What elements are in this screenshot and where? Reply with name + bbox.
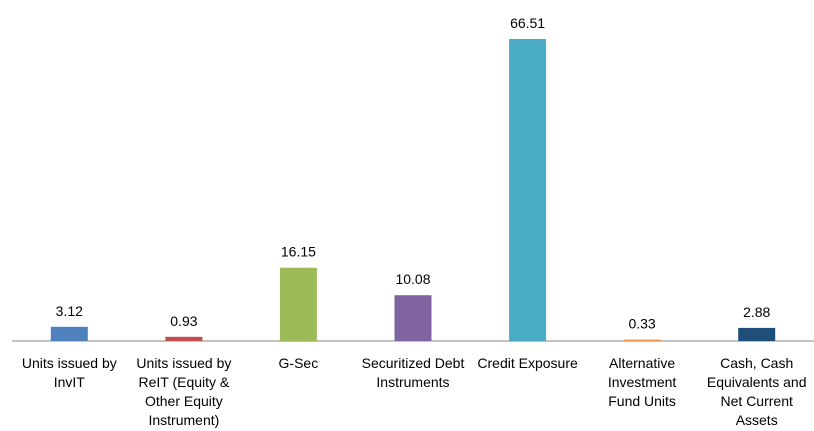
data-label-4: 66.51 xyxy=(510,15,545,31)
bar-3 xyxy=(394,295,432,341)
category-label-1: Units issued by ReIT (Equity & Other Equit… xyxy=(136,355,231,428)
category-label-6-line-1: Equivalents and xyxy=(707,374,807,390)
category-label-2: G-Sec xyxy=(279,355,319,371)
category-label-1-line-3: Instrument) xyxy=(148,412,219,428)
category-label-5: Alternative Investment Fund Units xyxy=(608,355,677,409)
category-label-3: Securitized Debt Instruments xyxy=(362,355,465,390)
data-label-6: 2.88 xyxy=(743,304,770,320)
category-labels-group: Units issued by InvIT Units issued by ReIT … xyxy=(22,355,807,428)
category-label-4: Credit Exposure xyxy=(477,355,578,371)
category-label-6-line-0: Cash, Cash xyxy=(720,355,793,371)
category-label-6-line-3: Assets xyxy=(736,412,778,428)
bar-6 xyxy=(738,327,776,341)
category-label-5-line-0: Alternative xyxy=(609,355,675,371)
category-label-5-line-2: Fund Units xyxy=(608,393,676,409)
data-label-3: 10.08 xyxy=(395,271,430,287)
category-label-1-line-2: Other Equity xyxy=(145,393,223,409)
bar-4 xyxy=(509,39,547,341)
category-label-0-line-1: InvIT xyxy=(54,374,86,390)
category-label-6-line-2: Net Current xyxy=(721,393,793,409)
category-label-3-line-0: Securitized Debt xyxy=(362,355,465,371)
bar-0 xyxy=(50,326,88,341)
category-label-4-line-0: Credit Exposure xyxy=(477,355,578,371)
data-label-0: 3.12 xyxy=(56,303,83,319)
bar-5 xyxy=(623,339,661,341)
category-label-2-line-0: G-Sec xyxy=(279,355,319,371)
category-label-0: Units issued by InvIT xyxy=(22,355,117,390)
bar-1 xyxy=(165,336,203,341)
data-label-1: 0.93 xyxy=(170,313,197,329)
bars-group xyxy=(50,39,776,341)
category-label-1-line-1: ReIT (Equity & xyxy=(139,374,230,390)
category-label-0-line-0: Units issued by xyxy=(22,355,117,371)
category-label-6: Cash, Cash Equivalents and Net Current Asse… xyxy=(707,355,807,428)
category-label-1-line-0: Units issued by xyxy=(136,355,231,371)
bar-2 xyxy=(279,267,317,341)
category-label-5-line-1: Investment xyxy=(608,374,677,390)
category-label-3-line-1: Instruments xyxy=(376,374,449,390)
data-labels-group: 3.12 0.93 16.15 10.08 66.51 0.33 2.88 xyxy=(56,15,771,332)
data-label-5: 0.33 xyxy=(628,316,655,332)
data-label-2: 16.15 xyxy=(281,244,316,260)
